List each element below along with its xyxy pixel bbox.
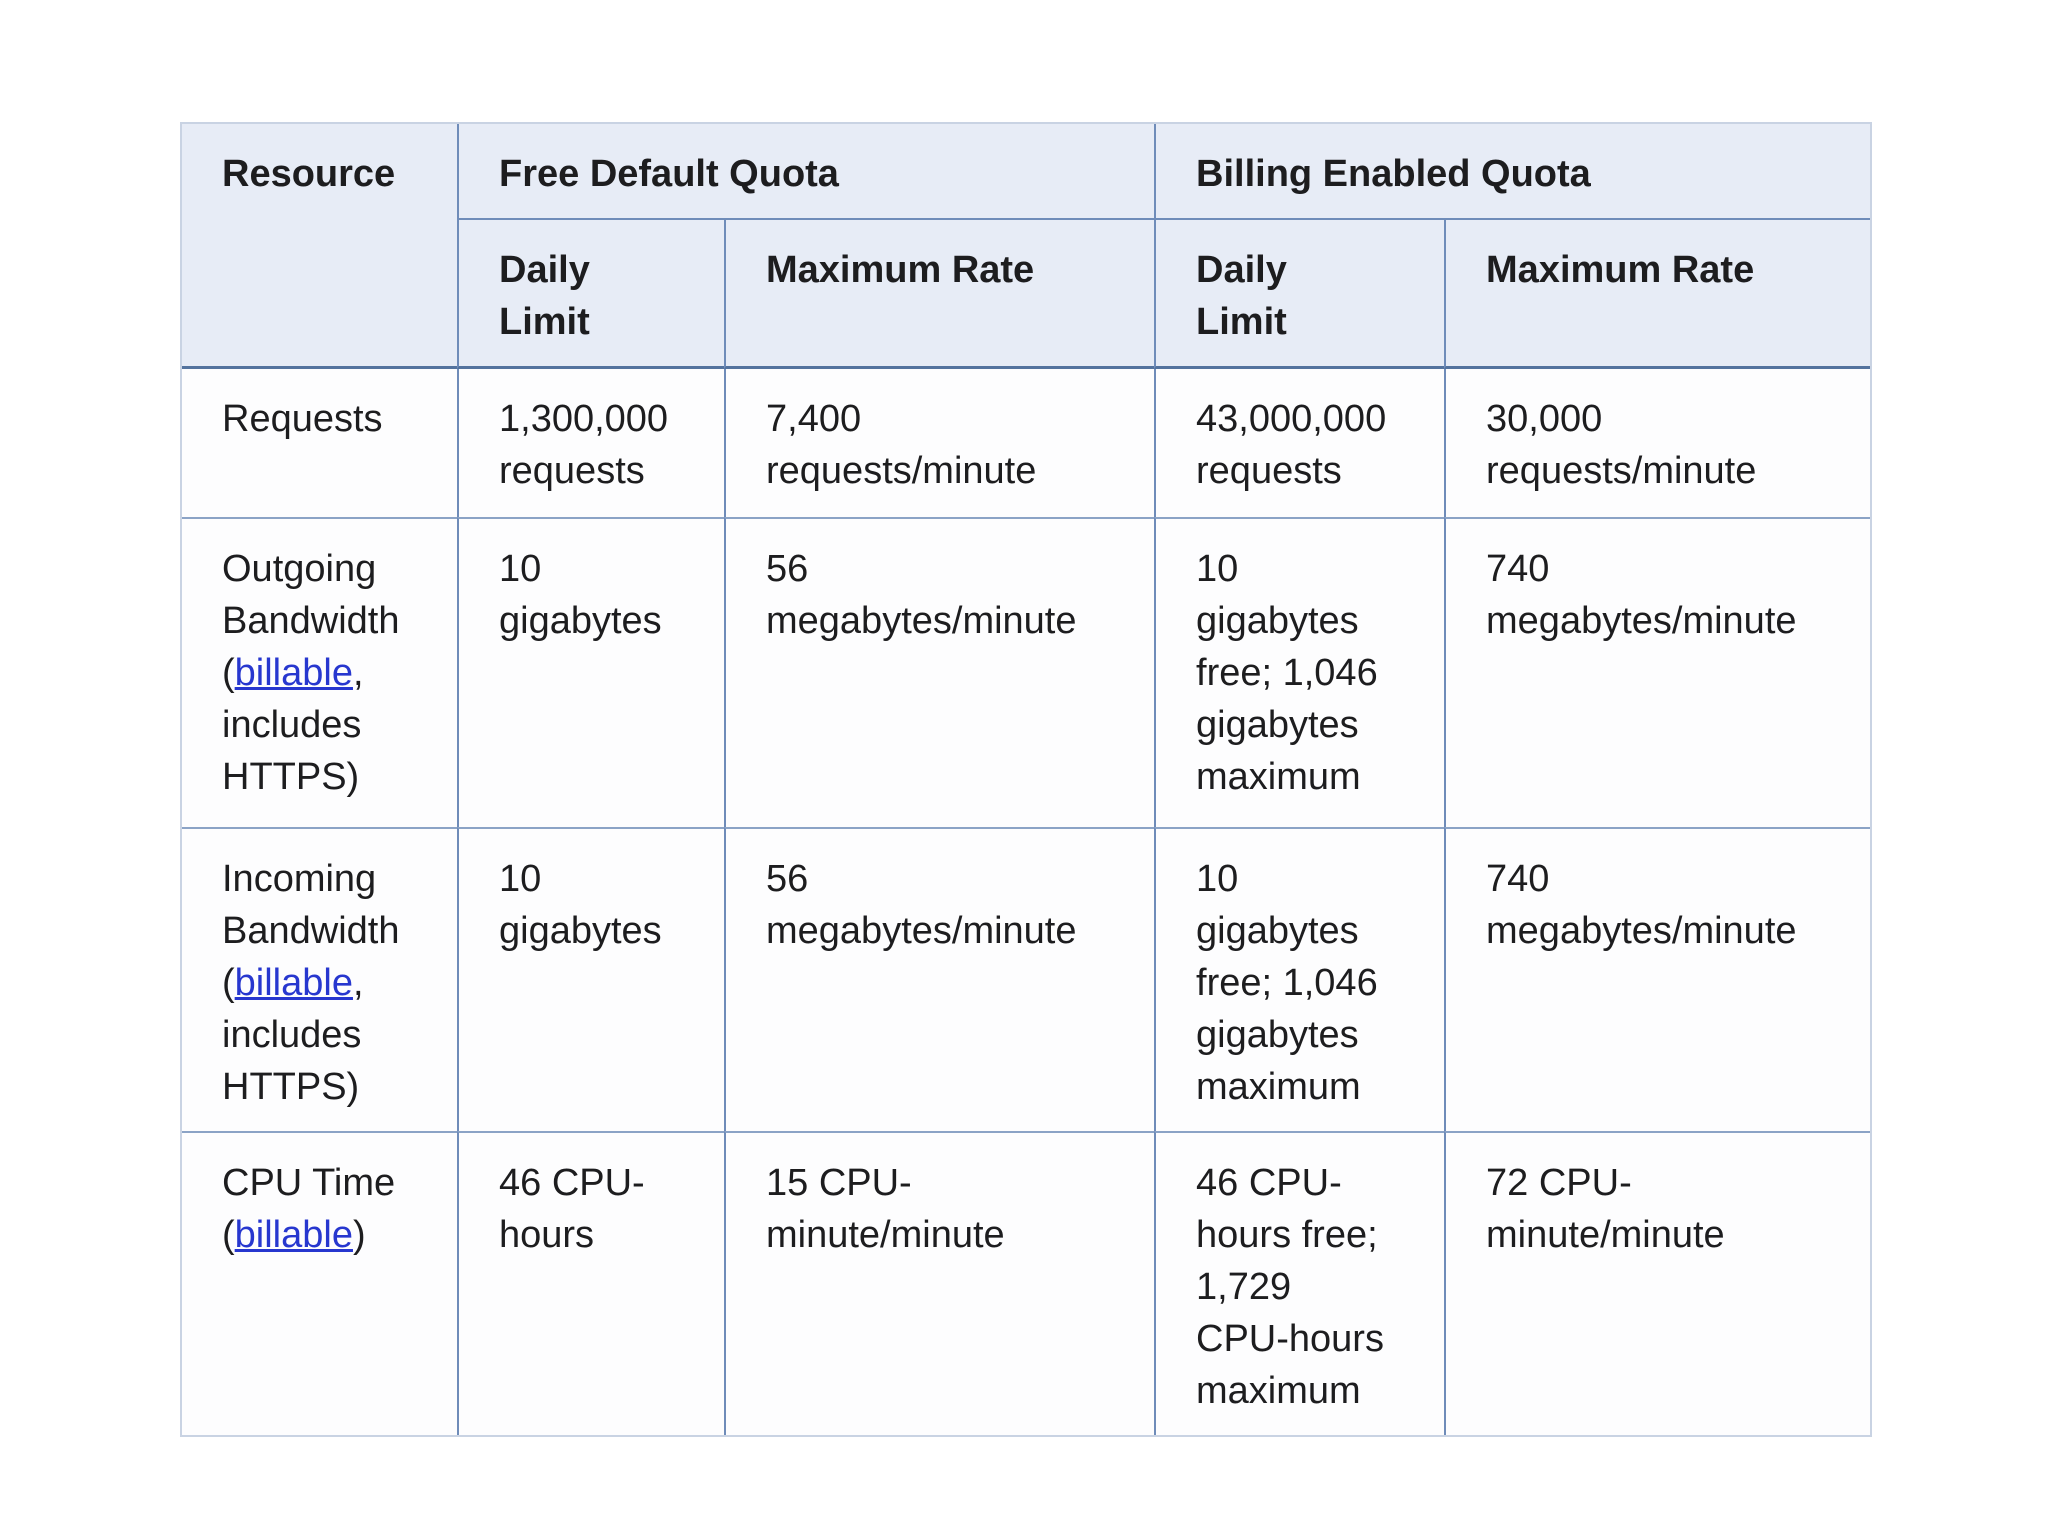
billing-daily-limit-cell: 43,000,000 requests: [1154, 369, 1445, 517]
billing-daily-limit-cell: 10 gigabytes free; 1,046 gigabytes maxim…: [1154, 827, 1445, 1131]
free-maximum-rate-cell: 15 CPU- minute/minute: [724, 1131, 1155, 1435]
table-row: Outgoing Bandwidth (billable, includes H…: [182, 517, 1871, 827]
free-daily-limit-cell: 10 gigabytes: [457, 827, 724, 1131]
header-resource: Resource: [182, 124, 457, 369]
subheader-free-daily-limit: Daily Limit: [457, 220, 724, 369]
header-free-default-quota: Free Default Quota: [457, 124, 1155, 220]
billing-daily-limit-cell: 46 CPU- hours free; 1,729 CPU-hours maxi…: [1154, 1131, 1445, 1435]
subheader-billing-daily-limit: Daily Limit: [1154, 220, 1445, 369]
free-daily-limit-cell: 1,300,000 requests: [457, 369, 724, 517]
table-row: CPU Time (billable) 46 CPU- hours 15 CPU…: [182, 1131, 1871, 1435]
resource-cell: Incoming Bandwidth (billable, includes H…: [182, 827, 457, 1131]
billing-maximum-rate-cell: 30,000 requests/minute: [1444, 369, 1871, 517]
resource-prefix: Incoming Bandwidth (: [222, 858, 400, 1004]
resource-prefix: Outgoing Bandwidth (: [222, 548, 400, 694]
resource-suffix: , includes HTTPS): [222, 962, 364, 1108]
billing-daily-limit-cell: 10 gigabytes free; 1,046 gigabytes maxim…: [1154, 517, 1445, 827]
resource-prefix: CPU Time (: [222, 1162, 396, 1256]
quota-table-container: Resource Free Default Quota Billing Enab…: [180, 122, 1873, 1437]
resource-suffix: ): [352, 1214, 366, 1256]
resource-cell: Requests: [182, 369, 457, 517]
resource-suffix: , includes HTTPS): [222, 652, 364, 798]
free-maximum-rate-cell: 56 megabytes/minute: [724, 827, 1155, 1131]
free-daily-limit-cell: 46 CPU- hours: [457, 1131, 724, 1435]
free-daily-limit-cell: 10 gigabytes: [457, 517, 724, 827]
subheader-free-maximum-rate: Maximum Rate: [724, 220, 1155, 369]
quota-table: Resource Free Default Quota Billing Enab…: [180, 122, 1873, 1437]
resource-cell: Outgoing Bandwidth (billable, includes H…: [182, 517, 457, 827]
billing-maximum-rate-cell: 740 megabytes/minute: [1444, 517, 1871, 827]
table-row: Requests 1,300,000 requests 7,400 reques…: [182, 369, 1871, 517]
free-maximum-rate-cell: 7,400 requests/minute: [724, 369, 1155, 517]
header-billing-enabled-quota: Billing Enabled Quota: [1154, 124, 1871, 220]
billing-maximum-rate-cell: 72 CPU- minute/minute: [1444, 1131, 1871, 1435]
subheader-billing-maximum-rate: Maximum Rate: [1444, 220, 1871, 369]
billable-link[interactable]: billable: [234, 1214, 353, 1256]
free-maximum-rate-cell: 56 megabytes/minute: [724, 517, 1155, 827]
billable-link[interactable]: billable: [234, 962, 353, 1004]
table-row: Incoming Bandwidth (billable, includes H…: [182, 827, 1871, 1131]
billable-link[interactable]: billable: [234, 652, 353, 694]
billing-maximum-rate-cell: 740 megabytes/minute: [1444, 827, 1871, 1131]
resource-cell: CPU Time (billable): [182, 1131, 457, 1435]
resource-prefix: Requests: [222, 398, 383, 440]
